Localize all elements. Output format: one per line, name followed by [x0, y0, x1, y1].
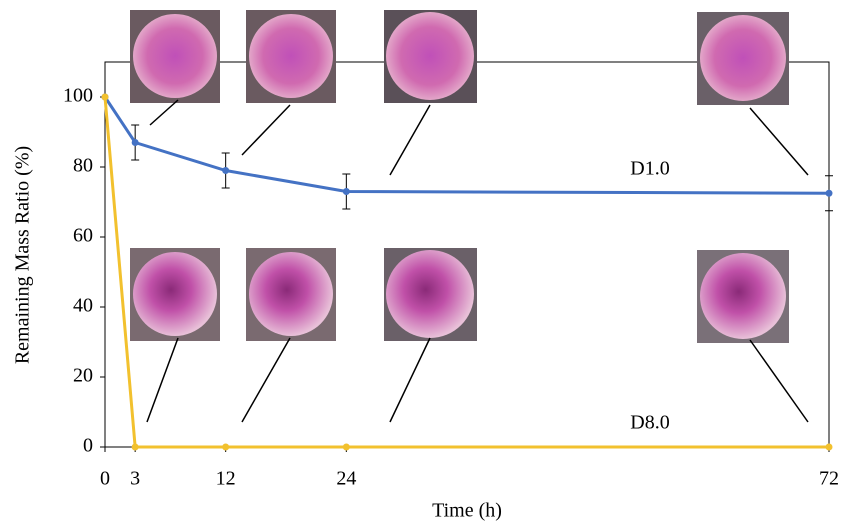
data-point [343, 188, 350, 195]
data-point [102, 94, 109, 101]
data-point [826, 444, 833, 451]
data-point [222, 167, 229, 174]
series-label: D8.0 [630, 412, 669, 434]
photos [130, 10, 789, 343]
x-tick-label: 24 [336, 468, 356, 490]
leader-line [147, 338, 178, 422]
y-tick-label: 60 [73, 225, 93, 247]
data-point [132, 139, 139, 146]
series-line [105, 97, 829, 193]
y-tick-label: 80 [73, 155, 93, 177]
leader-line [242, 338, 290, 422]
leader-line [750, 340, 808, 422]
photo-well [386, 12, 474, 100]
y-tick-label: 20 [73, 365, 93, 387]
data-point [222, 444, 229, 451]
series-label: D1.0 [630, 158, 669, 180]
leader-line [150, 100, 178, 125]
x-tick-label: 12 [216, 468, 236, 490]
x-tick-label: 0 [100, 468, 110, 490]
leader-line [390, 105, 430, 175]
data-point [826, 190, 833, 197]
y-tick-label: 40 [73, 295, 93, 317]
data-point [132, 444, 139, 451]
chart: Time (h) Remaining Mass Ratio (%) D1.0 D… [0, 0, 846, 527]
photo-well [700, 15, 786, 101]
photo-well [133, 252, 217, 336]
photo-well [249, 252, 333, 336]
y-tick-label: 100 [63, 85, 93, 107]
leader-line [750, 108, 808, 175]
x-axis-title: Time (h) [432, 500, 502, 522]
y-axis-title: Remaining Mass Ratio (%) [12, 146, 34, 364]
photo-well [133, 14, 217, 98]
leader-line [242, 105, 290, 155]
x-tick-label: 3 [130, 468, 140, 490]
photo-well [249, 14, 333, 98]
data-point [343, 444, 350, 451]
photo-well [386, 250, 474, 338]
photo-well [700, 253, 786, 339]
leader-line [390, 338, 430, 422]
x-tick-label: 72 [819, 468, 839, 490]
y-tick-label: 0 [83, 435, 93, 457]
